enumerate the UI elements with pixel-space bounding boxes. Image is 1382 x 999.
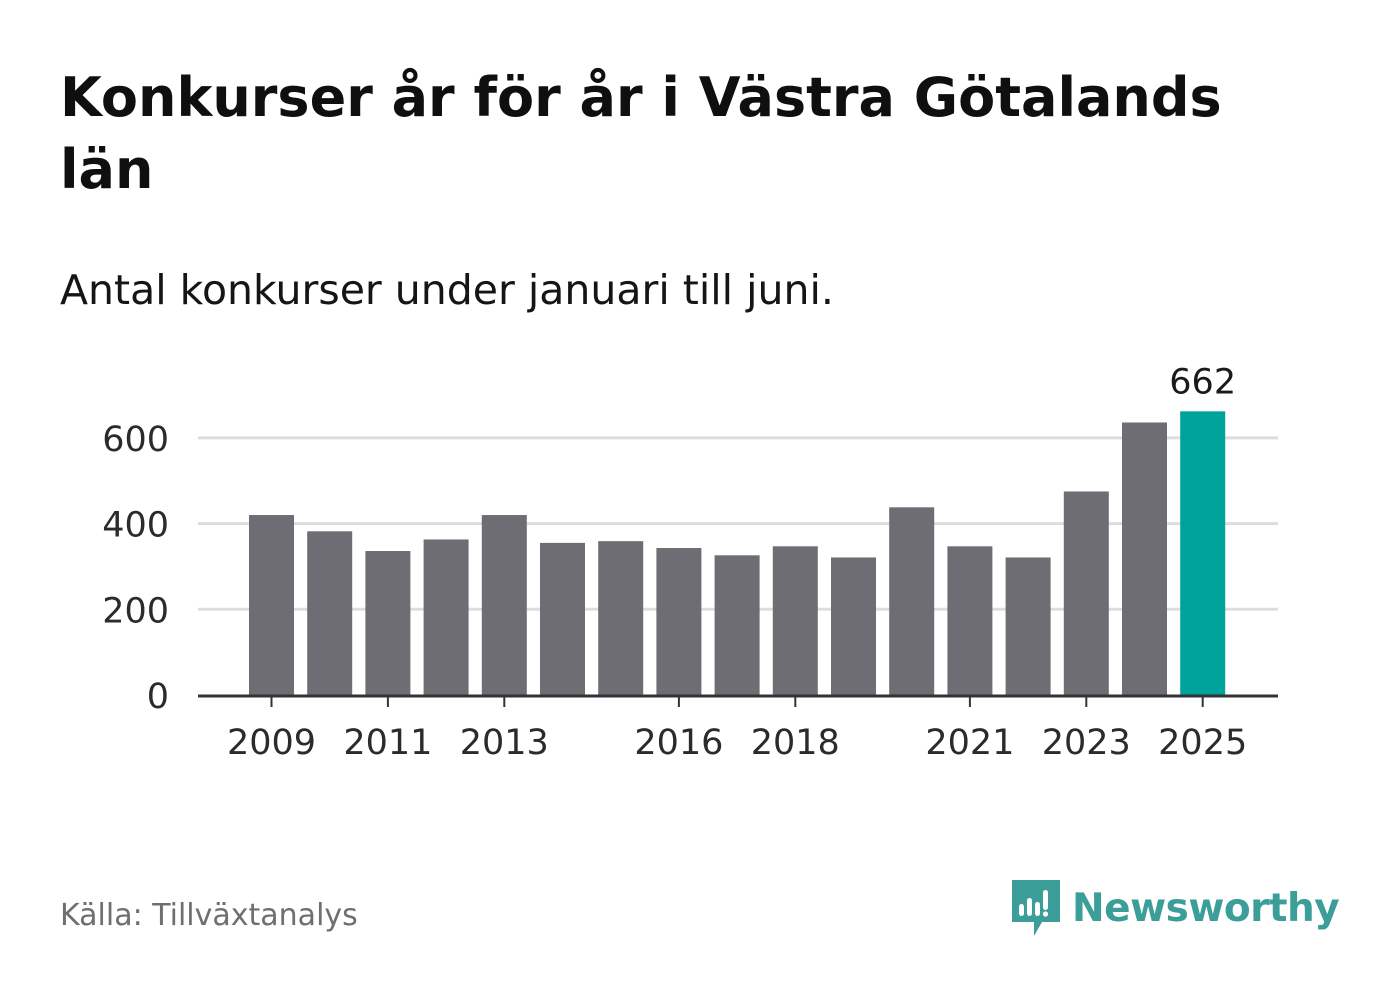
bar-2013 [481,515,527,695]
y-tick-label: 0 [147,677,169,717]
bar-2017 [714,555,760,695]
x-tick-label: 2013 [460,723,549,763]
bar-2011 [365,551,411,695]
x-tick-label: 2009 [227,723,316,763]
bar-2014 [540,542,585,695]
y-tick-label: 400 [102,506,169,546]
bar-2010 [307,531,353,695]
bar-2015 [598,541,644,695]
bar-2022 [1005,557,1051,695]
newsworthy-logo-icon [1012,880,1060,936]
y-tick-label: 600 [102,420,169,460]
newsworthy-logo[interactable]: Newsworthy [1010,878,1340,938]
x-tick-label: 2025 [1158,723,1247,763]
chart-subtitle: Antal konkurser under januari till juni. [60,266,834,314]
x-tick-label: 2021 [925,723,1014,763]
bar-2023 [1063,491,1109,695]
x-tick-label: 2011 [343,723,432,763]
bar-2018 [772,546,818,695]
bar-2019 [831,557,876,695]
bar-2025 [1180,411,1226,695]
source-note: Källa: Tillväxtanalys [60,898,358,933]
bar-2020 [889,507,935,695]
bar-2009 [249,515,294,695]
newsworthy-logo-text: Newsworthy [1072,885,1340,931]
bar-2012 [423,539,469,695]
bar-2021 [947,546,993,695]
bar-2024 [1122,422,1167,695]
x-tick-label: 2023 [1042,723,1131,763]
chart-title: Konkurser år för år i Västra Götalands l… [60,66,1222,201]
bar-2016 [656,548,702,695]
data-label-2025: 662 [1169,362,1236,402]
x-tick-label: 2018 [751,723,840,763]
x-tick-label: 2016 [634,723,723,763]
y-tick-label: 200 [102,591,169,631]
